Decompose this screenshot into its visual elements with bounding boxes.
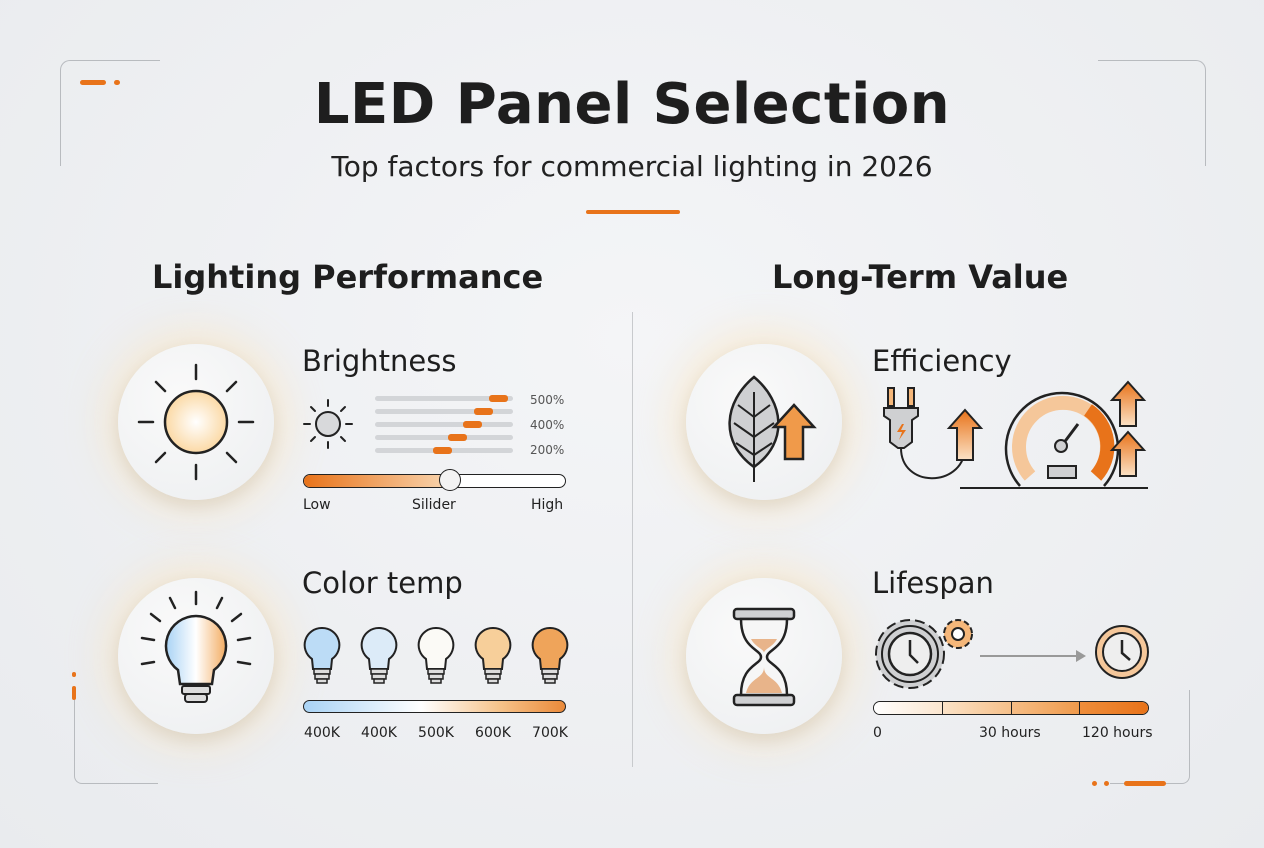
slider-low-label: Low (303, 497, 331, 513)
brightness-slider[interactable] (303, 469, 566, 491)
corner-frame-top-right (1098, 60, 1206, 166)
level-label: 400% (530, 418, 565, 432)
bulb-label: 500K (418, 725, 454, 741)
level-marker (489, 395, 509, 402)
arrow-right-icon (1076, 650, 1086, 662)
lifespan-label-mid: 30 hours (979, 725, 1041, 741)
lightbulb-icon (140, 590, 252, 703)
level-track (375, 447, 513, 454)
sun-icon (137, 363, 255, 481)
slider-thumb[interactable] (439, 469, 462, 491)
gear-icon (943, 619, 973, 649)
brightness-icon-circle (118, 344, 274, 500)
level-track (375, 408, 513, 415)
brightness-title: Brightness (302, 344, 457, 378)
brightness-level-bars (375, 395, 513, 458)
accent-dot (1104, 781, 1109, 786)
slider-fill (304, 475, 451, 487)
bulb-label: 400K (304, 725, 340, 741)
color-temp-bulbs (298, 626, 574, 688)
section-divider (632, 312, 633, 767)
accent-dash (1124, 781, 1166, 786)
scale-segment (874, 702, 943, 714)
hourglass-icon (732, 607, 796, 707)
bulb-label: 700K (532, 725, 568, 741)
color-temp-icon-circle (118, 578, 274, 734)
leaf-icon (728, 375, 817, 482)
arrow-up-icon (946, 408, 984, 461)
page-subtitle: Top factors for commercial lighting in 2… (331, 150, 933, 183)
lifespan-icon-circle (686, 578, 842, 734)
color-temp-title: Color temp (302, 566, 463, 600)
level-track (375, 395, 513, 402)
efficiency-icon-circle (686, 344, 842, 500)
efficiency-title: Efficiency (872, 344, 1012, 378)
accent-dot (72, 672, 76, 677)
bulb-icon (298, 626, 346, 688)
arrow-up-icon (771, 403, 817, 461)
page-title: LED Panel Selection (313, 72, 951, 137)
gear-clock-icon (875, 619, 945, 689)
small-sun-icon (303, 399, 353, 449)
level-track (375, 434, 513, 441)
lifespan-scale (873, 701, 1149, 715)
slider-mid-label: Silider (412, 497, 456, 513)
section-title-lighting-performance: Lighting Performance (152, 258, 544, 296)
accent-dot (114, 80, 120, 85)
arrow-up-icon (1109, 430, 1147, 477)
level-marker (447, 434, 467, 441)
scale-segment (1080, 702, 1148, 714)
accent-dash (80, 80, 106, 85)
title-underline (586, 210, 680, 214)
color-temp-scale (303, 700, 566, 713)
bulb-label: 600K (475, 725, 511, 741)
gauge-icon (1004, 391, 1120, 487)
level-marker (432, 447, 452, 454)
bulb-label: 400K (361, 725, 397, 741)
section-title-long-term-value: Long-Term Value (772, 258, 1069, 296)
bulb-icon (355, 626, 403, 688)
bulb-icon (469, 626, 517, 688)
arrow-up-icon (1109, 380, 1147, 427)
lifespan-title: Lifespan (872, 566, 994, 600)
accent-dot (1092, 781, 1097, 786)
bulb-icon (526, 626, 574, 688)
efficiency-illustration (883, 380, 1148, 489)
corner-frame-top-left (60, 60, 160, 166)
bulb-icon (412, 626, 460, 688)
plug-icon (883, 387, 966, 480)
accent-dash (72, 686, 76, 700)
level-marker (474, 408, 494, 415)
lifespan-label-start: 0 (873, 725, 882, 741)
scale-segment (1011, 702, 1081, 714)
level-label: 200% (530, 443, 565, 457)
lifespan-illustration (875, 619, 1149, 689)
scale-segment (942, 702, 1012, 714)
clock-icon (1095, 625, 1149, 679)
color-temp-labels: 400K 400K 500K 600K 700K (298, 725, 574, 741)
level-track (375, 421, 513, 428)
slider-high-label: High (531, 497, 564, 513)
level-label: 500% (530, 393, 565, 407)
level-marker (462, 421, 482, 428)
lifespan-label-end: 120 hours (1082, 725, 1153, 741)
corner-frame-bottom-left (74, 700, 158, 784)
